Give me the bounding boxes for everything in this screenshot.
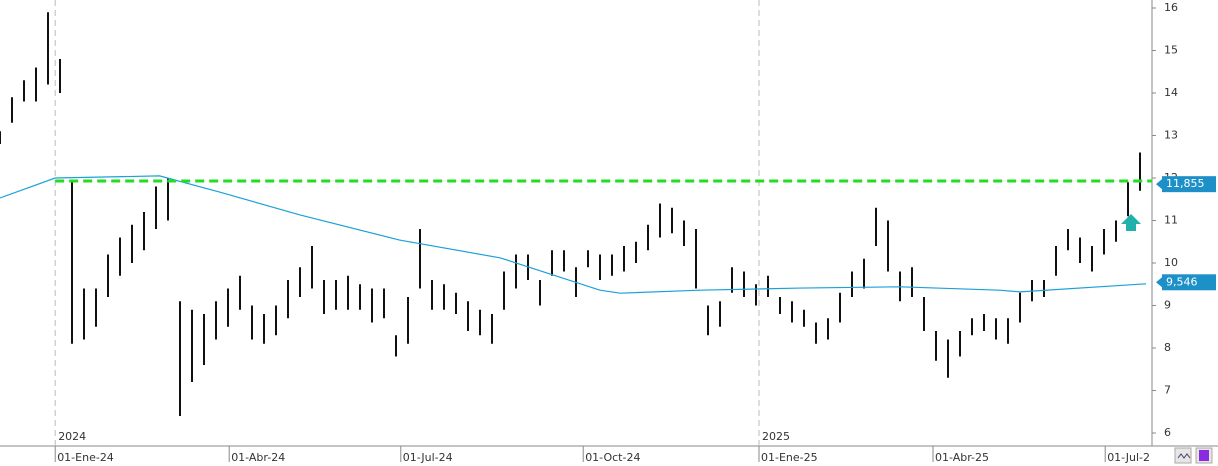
zoom-icon: [1177, 453, 1191, 459]
moving-average: [0, 175, 1147, 294]
y-tick-label: 7: [1164, 384, 1171, 397]
arrow-icon: [1121, 214, 1141, 231]
y-tick-label: 15: [1164, 44, 1178, 57]
y-tick-label: 8: [1164, 341, 1171, 354]
price-label-box: [1162, 274, 1216, 291]
x-tick-label: 01-Abr-25: [935, 451, 989, 464]
x-tick-label: 01-Abr-24: [231, 451, 285, 464]
x-tick-label: 01-Ene-25: [761, 451, 818, 464]
price-label: 9,546: [1166, 275, 1198, 288]
y-tick-label: 16: [1164, 1, 1178, 14]
year-label: 2025: [762, 430, 790, 443]
price-label-pointer: [1156, 277, 1162, 288]
y-tick-label: 11: [1164, 214, 1178, 227]
x-tick-label: 01-Jul-2: [1107, 451, 1150, 464]
x-tick-label: 01-Ene-24: [57, 451, 114, 464]
y-tick-label: 13: [1164, 129, 1178, 142]
x-tick-label: 01-Jul-24: [403, 451, 453, 464]
y-tick-label: 9: [1164, 299, 1171, 312]
year-label: 2024: [58, 430, 86, 443]
zoom-button[interactable]: [1174, 447, 1192, 464]
y-tick-label: 14: [1164, 86, 1178, 99]
save-icon: [1199, 450, 1209, 461]
price-label-pointer: [1156, 179, 1162, 190]
y-tick-label: 10: [1164, 256, 1178, 269]
y-tick-label: 6: [1164, 426, 1171, 439]
x-tick-label: 01-Oct-24: [585, 451, 640, 464]
price-label-box: [1162, 176, 1216, 193]
price-label: 11,855: [1166, 177, 1205, 190]
